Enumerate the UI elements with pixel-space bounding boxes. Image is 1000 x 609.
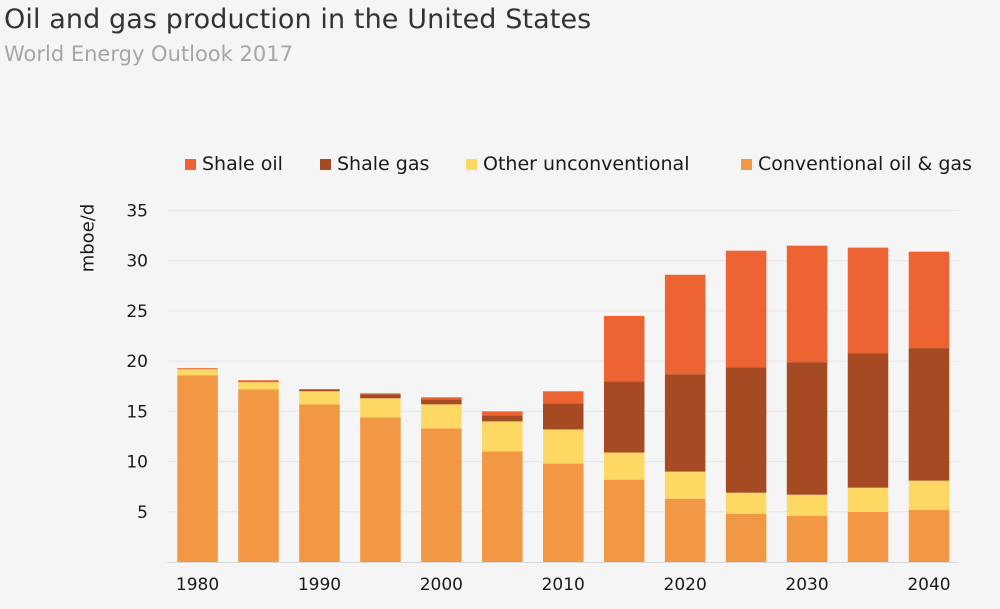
chart-title: Oil and gas production in the United Sta…	[4, 4, 592, 35]
legend-item-shale-oil[interactable]: Shale oil	[185, 150, 283, 178]
x-axis-ticks: 1980 1990 2000 2010 2020 2030 2040	[176, 575, 951, 595]
bar-segment-shale-oil[interactable]	[847, 247, 889, 354]
y-tick-label: 15	[126, 402, 148, 422]
bar-segment-conventional-oil-gas[interactable]	[360, 417, 401, 562]
bar-segment-shale-oil[interactable]	[603, 315, 645, 382]
bar-segment-shale-oil[interactable]	[482, 411, 523, 416]
x-tick-label: 2020	[664, 575, 707, 595]
legend-item-other-unconventional[interactable]: Other unconventional	[466, 150, 689, 178]
bar-segment-other-unconventional[interactable]	[603, 452, 645, 480]
bar-segment-conventional-oil-gas[interactable]	[421, 428, 462, 562]
bar-segment-conventional-oil-gas[interactable]	[482, 451, 523, 562]
x-tick-label: 2040	[907, 575, 950, 595]
x-tick-label: 1990	[298, 575, 341, 595]
bar-segment-shale-gas[interactable]	[360, 394, 401, 399]
bar-segment-conventional-oil-gas[interactable]	[725, 513, 767, 562]
bar-segment-shale-oil[interactable]	[238, 380, 279, 383]
bar-segment-conventional-oil-gas[interactable]	[603, 479, 645, 562]
bar-stack	[908, 251, 950, 562]
bar-segment-shale-gas[interactable]	[421, 399, 462, 405]
legend: Shale oil Shale gas Other unconventional…	[0, 150, 1000, 178]
bar-segment-shale-oil[interactable]	[177, 368, 218, 370]
y-tick-label: 30	[126, 252, 148, 272]
legend-swatch-shale-gas	[320, 158, 331, 170]
bar-segment-conventional-oil-gas[interactable]	[238, 389, 279, 562]
bar-segment-conventional-oil-gas[interactable]	[786, 515, 828, 562]
bar-stack	[847, 247, 889, 562]
bar-segment-other-unconventional[interactable]	[177, 369, 218, 376]
bar-segment-shale-gas[interactable]	[725, 367, 767, 493]
legend-label-shale-gas: Shale gas	[337, 153, 430, 175]
bar-stack	[786, 245, 828, 562]
bar-stack	[421, 397, 462, 562]
bar-segment-conventional-oil-gas[interactable]	[177, 375, 218, 562]
y-tick-label: 25	[126, 302, 148, 322]
bar-stack	[177, 368, 218, 562]
bar-segment-other-unconventional[interactable]	[238, 382, 279, 390]
bar-segment-shale-gas[interactable]	[543, 403, 584, 430]
legend-swatch-conventional	[741, 158, 752, 170]
bar-segment-conventional-oil-gas[interactable]	[299, 404, 340, 562]
bar-segment-shale-gas[interactable]	[664, 374, 706, 472]
bar-stack	[603, 315, 645, 562]
bar-stack	[543, 391, 584, 562]
bar-stack	[725, 250, 767, 562]
legend-swatch-shale-oil	[185, 158, 196, 170]
bar-stack	[238, 380, 279, 562]
bar-segment-other-unconventional[interactable]	[421, 404, 462, 429]
legend-label-shale-oil: Shale oil	[202, 153, 283, 175]
bar-segment-shale-oil[interactable]	[725, 250, 767, 368]
bar-segment-shale-oil[interactable]	[786, 245, 828, 363]
bar-segment-other-unconventional[interactable]	[847, 487, 889, 512]
bar-segment-other-unconventional[interactable]	[725, 492, 767, 514]
bars	[177, 245, 950, 562]
x-tick-label: 2030	[785, 575, 828, 595]
x-tick-label: 2000	[420, 575, 463, 595]
legend-swatch-other-unconventional	[466, 158, 477, 170]
bar-segment-conventional-oil-gas[interactable]	[664, 498, 706, 562]
bar-stack	[299, 389, 340, 562]
bar-segment-shale-gas[interactable]	[847, 353, 889, 488]
bar-segment-shale-gas[interactable]	[299, 389, 340, 392]
bar-segment-shale-gas[interactable]	[603, 381, 645, 453]
y-tick-label: 20	[126, 352, 148, 372]
bar-segment-shale-gas[interactable]	[786, 362, 828, 495]
x-tick-label: 2010	[542, 575, 585, 595]
y-tick-label: 5	[137, 503, 148, 523]
bar-segment-conventional-oil-gas[interactable]	[847, 511, 889, 562]
bar-segment-shale-gas[interactable]	[482, 415, 523, 422]
bar-segment-conventional-oil-gas[interactable]	[543, 463, 584, 562]
bar-stack	[664, 274, 706, 562]
legend-label-conventional: Conventional oil & gas	[758, 153, 972, 175]
y-tick-label: 35	[126, 202, 148, 222]
bar-segment-conventional-oil-gas[interactable]	[908, 509, 950, 562]
bar-segment-other-unconventional[interactable]	[482, 421, 523, 452]
bar-segment-shale-oil[interactable]	[664, 274, 706, 375]
bar-segment-shale-gas[interactable]	[908, 348, 950, 481]
bar-segment-shale-oil[interactable]	[360, 393, 401, 395]
bar-segment-other-unconventional[interactable]	[299, 391, 340, 405]
bar-segment-other-unconventional[interactable]	[543, 429, 584, 464]
legend-item-shale-gas[interactable]: Shale gas	[320, 150, 429, 178]
bar-segment-other-unconventional[interactable]	[786, 494, 828, 516]
bar-segment-other-unconventional[interactable]	[360, 398, 401, 418]
bar-segment-shale-oil[interactable]	[421, 397, 462, 400]
bar-stack	[360, 393, 401, 562]
bar-stack	[482, 411, 523, 562]
bar-segment-other-unconventional[interactable]	[908, 480, 950, 510]
bar-segment-shale-oil[interactable]	[908, 251, 950, 349]
y-tick-label: 10	[126, 453, 148, 473]
y-axis-ticks: 5 10 15 20 25 30 35	[126, 202, 148, 523]
chart-subtitle: World Energy Outlook 2017	[4, 42, 293, 66]
bar-segment-other-unconventional[interactable]	[664, 471, 706, 499]
x-tick-label: 1980	[176, 575, 219, 595]
legend-label-other-unconventional: Other unconventional	[483, 153, 690, 175]
bar-segment-shale-oil[interactable]	[543, 391, 584, 404]
legend-item-conventional[interactable]: Conventional oil & gas	[741, 150, 972, 178]
